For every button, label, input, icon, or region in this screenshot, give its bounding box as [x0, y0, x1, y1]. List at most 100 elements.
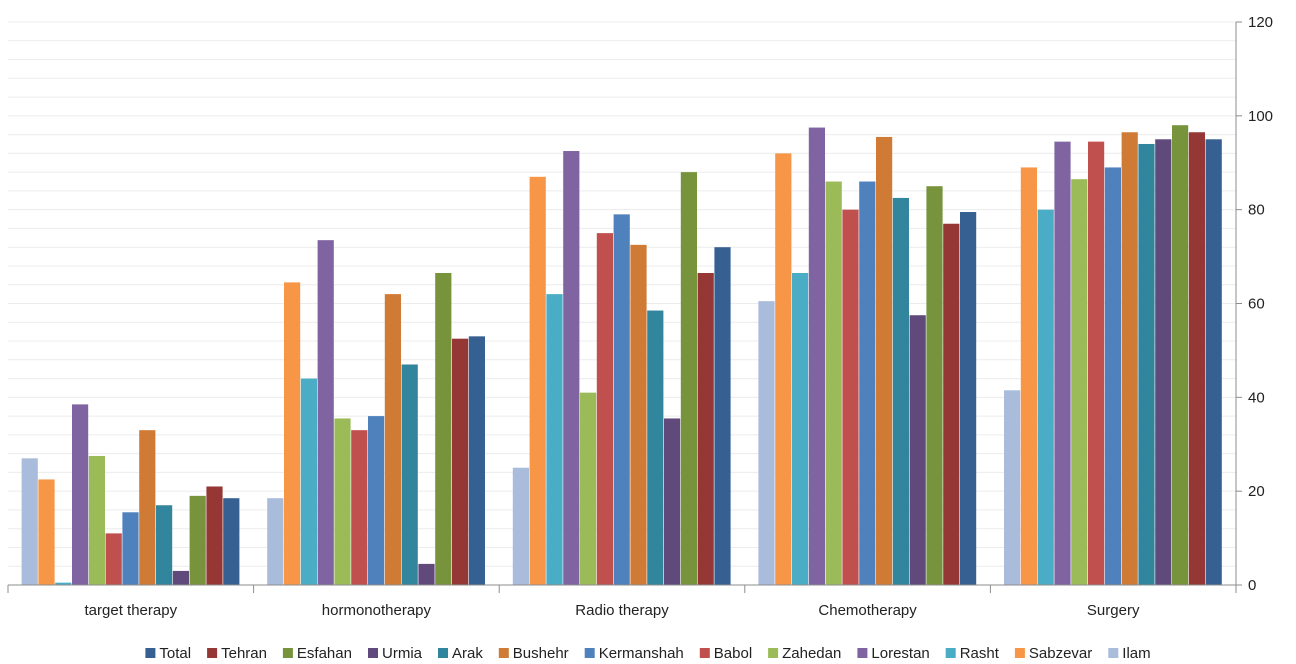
bar-zahedan-2: [580, 392, 597, 585]
bar-tehran-0: [206, 486, 223, 585]
bar-rasht-3: [792, 273, 809, 585]
legend-label: Sabzevar: [1029, 645, 1092, 662]
legend-label: Total: [159, 645, 191, 662]
legend-swatch: [768, 648, 779, 658]
legend-item-arak: Arak: [438, 645, 483, 662]
bar-zahedan-4: [1071, 179, 1088, 586]
bar-total-3: [960, 212, 977, 585]
bar-kermanshah-4: [1104, 167, 1121, 585]
legend-swatch: [368, 648, 378, 658]
y-tick-label: 120: [1248, 14, 1273, 31]
bar-arak-3: [892, 197, 909, 585]
legend-swatch: [857, 648, 868, 658]
bar-babol-2: [596, 233, 613, 586]
x-category-label: Chemotherapy: [818, 602, 917, 619]
bar-urmia-2: [664, 418, 681, 585]
bar-lorestan-0: [72, 404, 89, 585]
x-category-label: hormonotherapy: [322, 602, 432, 619]
legend-item-esfahan: Esfahan: [282, 645, 352, 662]
legend-label: Arak: [452, 645, 483, 662]
legend-label: Tehran: [221, 645, 267, 662]
x-axis-category-labels: target therapy hormonotherapy Radio therap…: [85, 602, 1140, 619]
legend-item-rasht: Rasht: [945, 645, 1000, 662]
bar-arak-2: [647, 310, 664, 585]
legend-swatch: [699, 648, 710, 658]
legend-swatch: [584, 648, 595, 658]
y-tick-label: 80: [1248, 202, 1265, 219]
bar-sabzevar-4: [1020, 167, 1037, 585]
legend-swatch: [145, 648, 156, 658]
legend-swatch: [282, 648, 293, 658]
legend-item-tehran: Tehran: [207, 645, 267, 662]
bar-esfahan-2: [680, 172, 697, 585]
bar-sabzevar-1: [284, 282, 301, 585]
bar-zahedan-1: [334, 418, 351, 585]
bar-sabzevar-3: [775, 153, 792, 585]
legend-label: Esfahan: [297, 645, 352, 662]
legend-label: Ilam: [1122, 645, 1150, 662]
legend-item-kermanshah: Kermanshah: [584, 645, 684, 662]
y-tick-label: 0: [1248, 577, 1256, 594]
legend-item-lorestan: Lorestan: [857, 645, 930, 662]
legend-swatch: [945, 648, 956, 658]
bar-babol-3: [842, 209, 859, 586]
legend-item-ilam: Ilam: [1108, 645, 1151, 662]
bar-ilam-3: [758, 301, 775, 585]
bar-esfahan-0: [189, 495, 206, 585]
bar-babol-4: [1088, 141, 1105, 585]
legend-label: Babol: [714, 645, 752, 662]
y-axis-tick-labels: 0 20 40 60 80 100 120: [1248, 14, 1273, 594]
bar-tehran-4: [1188, 132, 1205, 585]
bar-ilam-4: [1004, 390, 1021, 585]
bar-lorestan-4: [1054, 141, 1071, 585]
bar-zahedan-3: [825, 181, 842, 585]
bar-urmia-4: [1155, 139, 1172, 586]
bar-lorestan-3: [808, 127, 825, 585]
legend-item-zahedan: Zahedan: [768, 645, 841, 662]
y-tick-label: 60: [1248, 296, 1265, 313]
bar-arak-4: [1138, 143, 1155, 586]
bar-bushehr-1: [384, 294, 401, 585]
bar-total-0: [223, 498, 240, 585]
bar-ilam-2: [512, 467, 529, 585]
legend-label: Lorestan: [871, 645, 929, 662]
bar-esfahan-4: [1172, 125, 1189, 585]
legend-label: Zahedan: [782, 645, 841, 662]
bar-zahedan-0: [88, 455, 105, 585]
legend-swatch: [207, 648, 218, 658]
bar-lorestan-1: [317, 240, 334, 585]
bars: [21, 125, 1222, 586]
bar-rasht-4: [1037, 209, 1054, 586]
bar-esfahan-1: [435, 273, 452, 585]
bar-urmia-1: [418, 563, 435, 585]
legend-item-babol: Babol: [699, 645, 752, 662]
bar-bushehr-3: [876, 136, 893, 585]
bar-sabzevar-2: [529, 176, 546, 585]
legend: Total Tehran Esfahan Urmia Arak Bushehr Kerman…: [145, 645, 1151, 662]
legend-swatch: [1014, 648, 1025, 658]
x-category-label: Surgery: [1087, 602, 1140, 619]
y-tick-label: 100: [1248, 108, 1273, 125]
bar-kermanshah-1: [368, 416, 385, 585]
x-category-label: target therapy: [85, 602, 178, 619]
legend-swatch: [1108, 648, 1119, 658]
legend-swatch: [498, 648, 509, 658]
bar-arak-0: [156, 505, 173, 585]
y-tick-label: 40: [1248, 389, 1265, 406]
legend-label: Rasht: [960, 645, 1000, 662]
bar-bushehr-0: [139, 430, 156, 585]
bar-sabzevar-0: [38, 479, 55, 585]
bar-babol-1: [351, 430, 368, 585]
bar-bushehr-4: [1121, 132, 1138, 585]
legend-label: Urmia: [382, 645, 423, 662]
legend-label: Bushehr: [513, 645, 569, 662]
bar-urmia-3: [909, 315, 926, 585]
bar-tehran-2: [697, 273, 714, 585]
legend-swatch: [438, 648, 448, 658]
bar-rasht-0: [55, 582, 72, 585]
legend-label: Kermanshah: [599, 645, 684, 662]
bar-kermanshah-2: [613, 214, 630, 586]
axes: [7, 21, 1242, 593]
bar-arak-1: [401, 364, 418, 585]
